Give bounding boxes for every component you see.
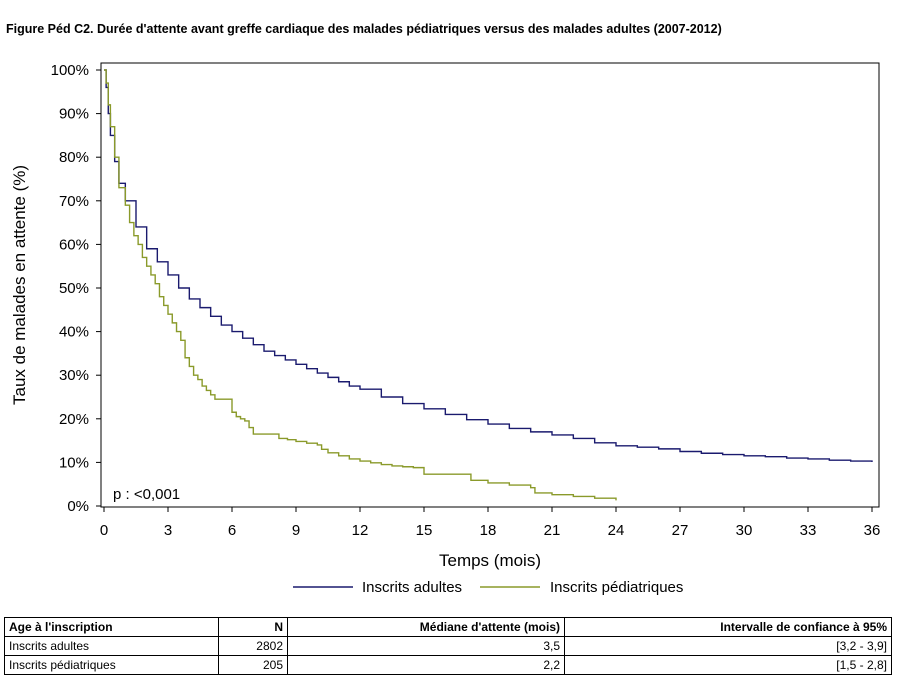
row-n: 2802: [218, 636, 288, 656]
x-tick-label: 18: [480, 522, 497, 539]
plot-frame: [100, 62, 880, 508]
x-tick-label: 9: [292, 522, 300, 539]
legend-label-adultes: Inscrits adultes: [362, 579, 462, 596]
x-tick-label: 0: [100, 522, 108, 539]
y-tick-label: 20%: [59, 411, 89, 428]
row-n: 205: [218, 655, 288, 675]
x-tick-label: 21: [544, 522, 561, 539]
series-line-adultes: [104, 69, 873, 462]
y-tick-label: 60%: [59, 236, 89, 253]
y-tick-label: 40%: [59, 324, 89, 341]
y-tick-label: 0%: [67, 498, 89, 515]
y-tick-label: 80%: [59, 149, 89, 166]
row-label: Inscrits pédiatriques: [4, 655, 219, 675]
x-tick-label: 36: [864, 522, 881, 539]
series-layer: [104, 69, 873, 501]
x-tick-label: 12: [352, 522, 369, 539]
figure-title: Figure Péd C2. Durée d'attente avant gre…: [6, 22, 722, 36]
x-tick-label: 6: [228, 522, 236, 539]
x-tick-label: 30: [736, 522, 753, 539]
row-label: Inscrits adultes: [4, 636, 219, 656]
table-row: Inscrits adultes 2802 3,5 [3,2 - 3,9]: [4, 636, 892, 656]
row-ci: [1,5 - 2,8]: [564, 655, 892, 675]
legend: Inscrits adultes Inscrits pédiatriques: [293, 579, 683, 596]
x-tick-label: 3: [164, 522, 172, 539]
legend-label-pediatriques: Inscrits pédiatriques: [550, 579, 683, 596]
x-tick-label: 27: [672, 522, 689, 539]
header-age: Age à l'inscription: [4, 617, 219, 637]
y-axis: 0% 10% 20% 30% 40% 50% 60% 70% 80% 90% 100%: [51, 62, 101, 515]
x-axis: 0 3 6 9 12 15 18 21 24 27 30 33 36: [100, 507, 881, 539]
p-value-annotation: p : <0,001: [113, 486, 180, 503]
row-median: 3,5: [287, 636, 565, 656]
y-tick-label: 100%: [51, 62, 89, 79]
table-header-row: Age à l'inscription N Médiane d'attente …: [4, 617, 892, 637]
survival-chart: 0%10%20%30%40%50%60%70%80%90%100% 0 3 6 9 12…: [10, 62, 881, 596]
header-n: N: [218, 617, 288, 637]
y-tick-label: 70%: [59, 193, 89, 210]
x-tick-label: 33: [800, 522, 817, 539]
y-tick-label: 50%: [59, 280, 89, 297]
y-tick-label: 90%: [59, 106, 89, 123]
x-tick-label: 15: [416, 522, 433, 539]
y-tick-label: 10%: [59, 454, 89, 471]
header-ci: Intervalle de confiance à 95%: [564, 617, 892, 637]
row-median: 2,2: [287, 655, 565, 675]
y-axis-title: Taux de malades en attente (%): [10, 165, 29, 405]
x-axis-title: Temps (mois): [439, 551, 541, 570]
row-ci: [3,2 - 3,9]: [564, 636, 892, 656]
table-row: Inscrits pédiatriques 205 2,2 [1,5 - 2,8…: [4, 655, 892, 675]
x-tick-label: 24: [608, 522, 625, 539]
y-tick-label: 30%: [59, 367, 89, 384]
header-median: Médiane d'attente (mois): [287, 617, 565, 637]
series-line-pediatriques: [104, 69, 617, 501]
summary-table: Age à l'inscription N Médiane d'attente …: [4, 617, 892, 675]
